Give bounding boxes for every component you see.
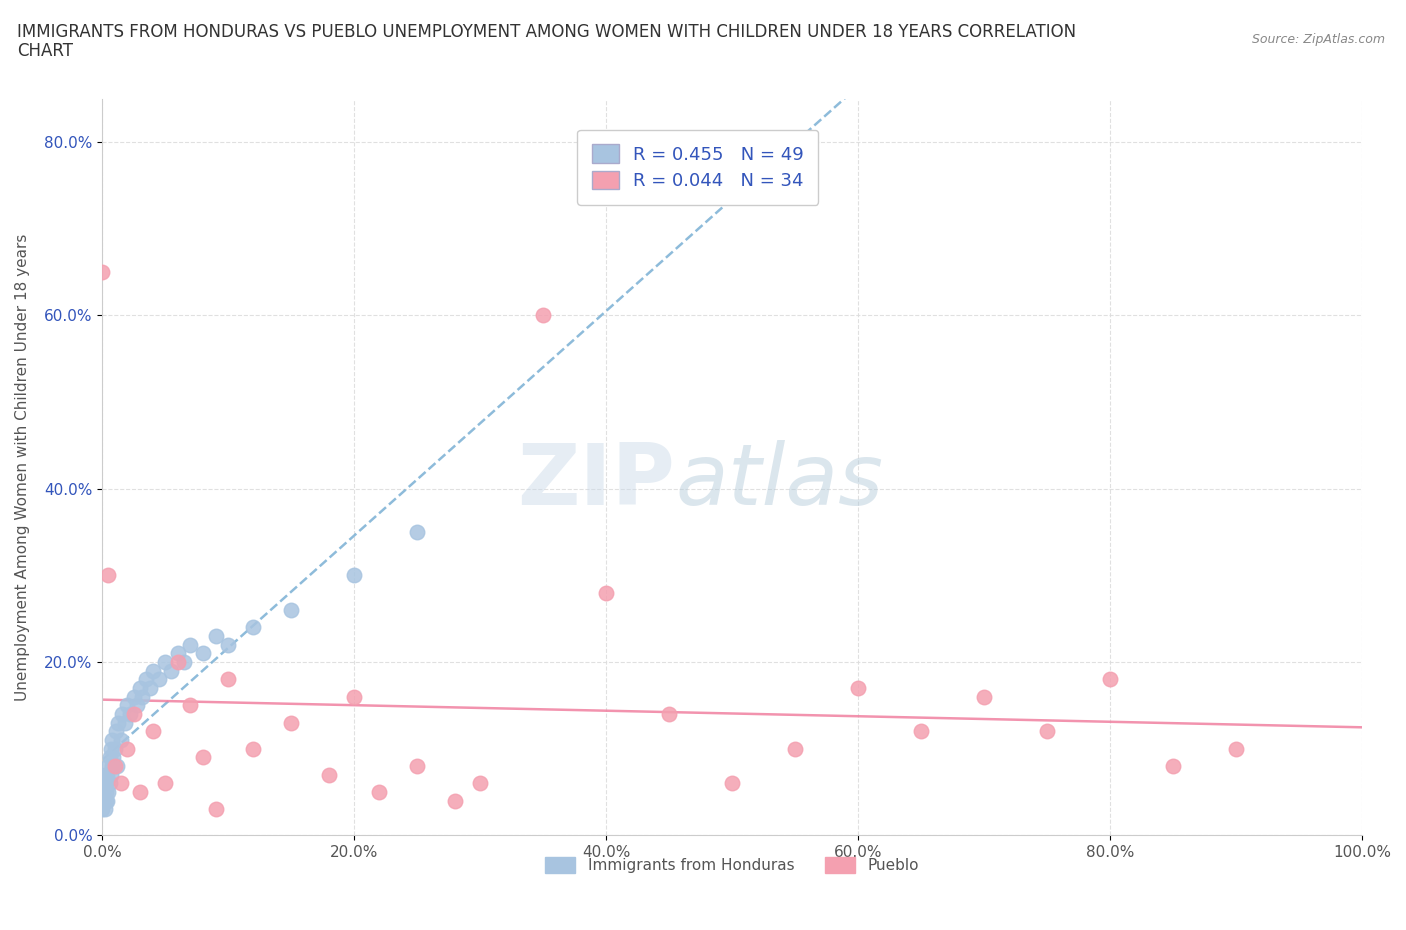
Point: [117, 741, 139, 756]
Point: [135, 671, 157, 686]
Point: [93, 767, 115, 782]
Point: [91, 264, 114, 279]
Point: [343, 689, 366, 704]
Point: [658, 707, 681, 722]
Point: [242, 741, 264, 756]
Point: [131, 689, 153, 704]
Point: [93, 793, 115, 808]
Point: [103, 750, 125, 764]
Point: [129, 681, 152, 696]
Point: [94, 785, 117, 800]
Point: [204, 629, 226, 644]
Point: [783, 741, 806, 756]
Point: [98, 776, 121, 790]
Point: [531, 308, 554, 323]
Point: [1036, 724, 1059, 738]
Point: [191, 750, 214, 764]
Y-axis label: Unemployment Among Women with Children Under 18 years: Unemployment Among Women with Children U…: [15, 233, 30, 700]
Point: [100, 741, 122, 756]
Point: [179, 698, 201, 712]
Point: [118, 707, 141, 722]
Point: [721, 776, 744, 790]
Point: [104, 724, 127, 738]
Point: [91, 802, 114, 817]
Point: [104, 759, 127, 774]
Point: [191, 646, 214, 661]
Point: [101, 759, 124, 774]
Point: [204, 802, 226, 817]
Point: [129, 785, 152, 800]
Point: [444, 793, 467, 808]
Point: [141, 724, 163, 738]
Point: [107, 715, 129, 730]
Text: atlas: atlas: [675, 440, 883, 524]
Point: [318, 767, 340, 782]
Point: [100, 767, 122, 782]
Point: [96, 767, 118, 782]
Point: [179, 637, 201, 652]
Point: [94, 776, 117, 790]
Point: [343, 568, 366, 583]
Text: Source: ZipAtlas.com: Source: ZipAtlas.com: [1251, 33, 1385, 46]
Point: [160, 663, 183, 678]
Point: [280, 603, 302, 618]
Point: [910, 724, 932, 738]
Point: [468, 776, 491, 790]
Point: [139, 681, 162, 696]
Point: [93, 776, 115, 790]
Point: [104, 741, 127, 756]
Point: [148, 671, 170, 686]
Point: [127, 698, 149, 712]
Point: [406, 525, 429, 539]
Point: [280, 715, 302, 730]
Point: [217, 671, 239, 686]
Point: [97, 568, 120, 583]
Point: [94, 793, 117, 808]
Point: [141, 663, 163, 678]
Point: [153, 776, 176, 790]
Point: [217, 637, 239, 652]
Point: [110, 776, 132, 790]
Point: [406, 759, 429, 774]
Point: [1225, 741, 1247, 756]
Point: [101, 733, 124, 748]
Text: CHART: CHART: [17, 42, 73, 60]
Point: [93, 802, 115, 817]
Point: [97, 785, 120, 800]
Point: [1098, 671, 1121, 686]
Point: [93, 785, 115, 800]
Point: [111, 707, 134, 722]
Point: [166, 655, 188, 670]
Point: [1161, 759, 1184, 774]
Point: [122, 689, 145, 704]
Point: [105, 759, 128, 774]
Point: [595, 585, 617, 600]
Point: [973, 689, 995, 704]
Point: [368, 785, 391, 800]
Point: [153, 655, 176, 670]
Text: IMMIGRANTS FROM HONDURAS VS PUEBLO UNEMPLOYMENT AMONG WOMEN WITH CHILDREN UNDER : IMMIGRANTS FROM HONDURAS VS PUEBLO UNEMP…: [17, 23, 1076, 41]
Point: [242, 620, 264, 635]
Point: [96, 793, 118, 808]
Point: [117, 698, 139, 712]
Point: [846, 681, 869, 696]
Point: [110, 733, 132, 748]
Point: [114, 715, 136, 730]
Point: [98, 750, 121, 764]
Legend: Immigrants from Honduras, Pueblo: Immigrants from Honduras, Pueblo: [538, 851, 925, 879]
Text: ZIP: ZIP: [517, 440, 675, 524]
Point: [97, 759, 120, 774]
Point: [122, 707, 145, 722]
Point: [166, 646, 188, 661]
Point: [173, 655, 195, 670]
